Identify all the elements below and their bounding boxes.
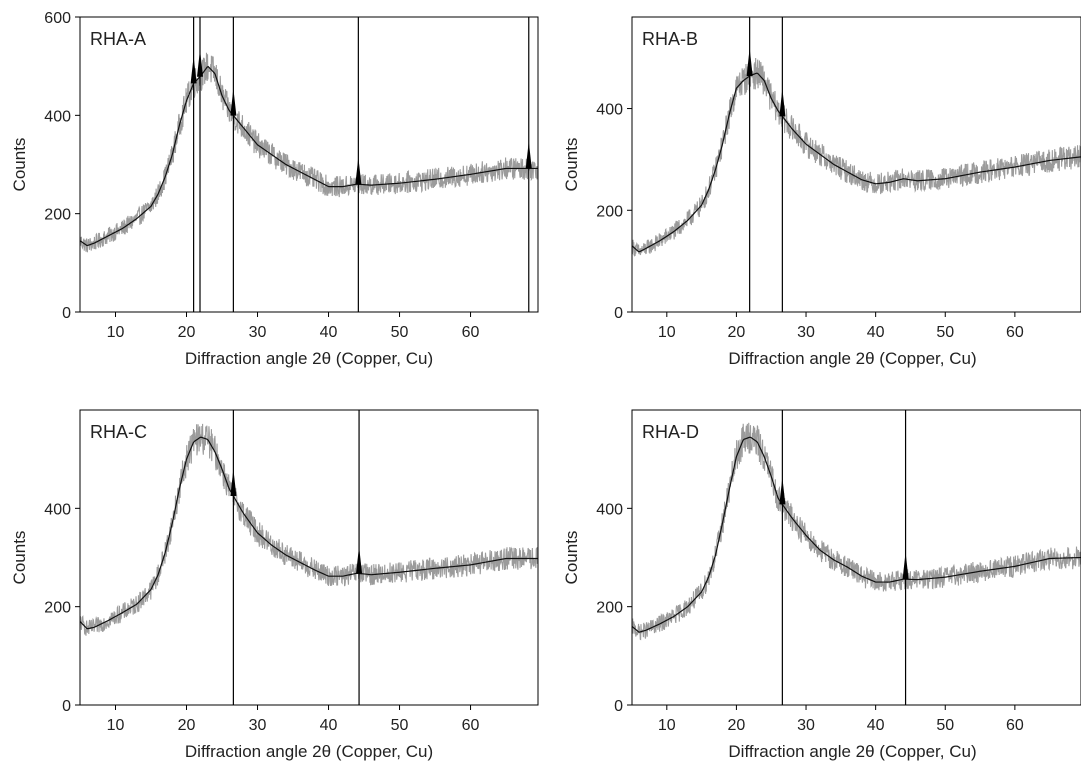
x-tick-label: 40 — [320, 717, 338, 734]
peak-marker — [779, 477, 786, 505]
x-axis-label: Diffraction angle 2θ (Copper, Cu) — [728, 349, 976, 368]
raw-signal-line — [80, 52, 538, 253]
xrd-panel-4: RHA-D 10 20 30 40 50 60 0 200 400 Diffraction angl… — [562, 409, 1081, 761]
x-tick-label: 50 — [391, 324, 409, 341]
x-tick-label: 60 — [1006, 717, 1024, 734]
raw-signal-line — [80, 423, 538, 636]
peak-marker — [190, 56, 197, 84]
x-tick-label: 10 — [658, 324, 676, 341]
plot-frame — [79, 16, 539, 313]
x-tick-label: 60 — [1006, 324, 1024, 341]
x-tick-label: 40 — [320, 324, 338, 341]
x-tick-label: 60 — [462, 717, 480, 734]
x-tick-label: 50 — [936, 717, 954, 734]
x-axis-label: Diffraction angle 2θ (Copper, Cu) — [185, 742, 433, 761]
x-tick-label: 30 — [249, 717, 267, 734]
peak-marker — [355, 157, 362, 185]
plot-frame — [631, 16, 1081, 313]
y-tick-label: 0 — [62, 698, 71, 715]
plot-area — [632, 17, 1081, 312]
raw-signal-line — [632, 58, 1081, 258]
x-tick-label: 50 — [936, 324, 954, 341]
plot-frame — [79, 409, 539, 706]
fitted-curve-line — [632, 72, 1081, 253]
x-axis-label: Diffraction angle 2θ (Copper, Cu) — [728, 742, 976, 761]
x-tick-label: 30 — [797, 717, 815, 734]
x-tick-label: 40 — [867, 324, 885, 341]
x-tick-label: 10 — [658, 717, 676, 734]
y-tick-label: 400 — [44, 501, 71, 518]
y-axis-label: Counts — [10, 531, 29, 585]
plot-area — [632, 410, 1081, 705]
x-axis-label: Diffraction angle 2θ (Copper, Cu) — [185, 349, 433, 368]
x-tick-label: 10 — [107, 717, 125, 734]
y-tick-label: 0 — [62, 305, 71, 322]
y-tick-label: 200 — [596, 600, 623, 617]
panel-title: RHA-C — [90, 422, 147, 442]
x-tick-label: 50 — [391, 717, 409, 734]
x-tick-label: 20 — [728, 717, 746, 734]
y-tick-label: 600 — [44, 10, 71, 27]
fitted-curve-line — [80, 65, 538, 247]
panel-title: RHA-A — [90, 29, 146, 49]
x-tick-label: 40 — [867, 717, 885, 734]
peak-marker — [902, 552, 909, 580]
xrd-panel-2: RHA-B 10 20 30 40 50 60 0 200 400 Diffraction angl… — [562, 16, 1081, 368]
plot-frame — [631, 409, 1081, 706]
y-tick-label: 400 — [44, 108, 71, 125]
peak-marker — [779, 88, 786, 117]
y-tick-label: 400 — [596, 501, 623, 518]
peak-marker — [230, 88, 237, 116]
y-tick-label: 0 — [614, 698, 623, 715]
y-tick-label: 400 — [596, 102, 623, 119]
y-axis-label: Counts — [562, 138, 581, 192]
plot-area — [80, 410, 538, 705]
fitted-curve-line — [632, 436, 1081, 633]
x-tick-label: 20 — [178, 324, 196, 341]
y-tick-label: 200 — [44, 207, 71, 224]
fitted-curve-line — [80, 436, 538, 630]
y-tick-label: 200 — [596, 203, 623, 220]
panel-title: RHA-B — [642, 29, 698, 49]
x-tick-label: 30 — [249, 324, 267, 341]
x-tick-label: 10 — [107, 324, 125, 341]
y-axis-label: Counts — [562, 531, 581, 585]
x-tick-label: 20 — [178, 717, 196, 734]
peak-marker — [525, 141, 532, 169]
xrd-panel-3: RHA-C 10 20 30 40 50 60 0 200 400 Diffraction angl… — [10, 409, 539, 761]
y-tick-label: 0 — [614, 305, 623, 322]
x-tick-label: 30 — [797, 324, 815, 341]
x-tick-label: 20 — [728, 324, 746, 341]
raw-signal-line — [632, 422, 1081, 641]
x-tick-label: 60 — [462, 324, 480, 341]
y-tick-label: 200 — [44, 600, 71, 617]
panel-title: RHA-D — [642, 422, 699, 442]
y-axis-label: Counts — [10, 138, 29, 192]
peak-marker — [197, 49, 204, 77]
peak-marker — [230, 469, 237, 497]
peak-marker — [356, 546, 363, 574]
plot-area — [80, 17, 538, 312]
peak-marker — [746, 48, 753, 76]
